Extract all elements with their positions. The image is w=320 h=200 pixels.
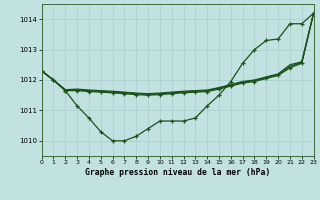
X-axis label: Graphe pression niveau de la mer (hPa): Graphe pression niveau de la mer (hPa) <box>85 168 270 177</box>
